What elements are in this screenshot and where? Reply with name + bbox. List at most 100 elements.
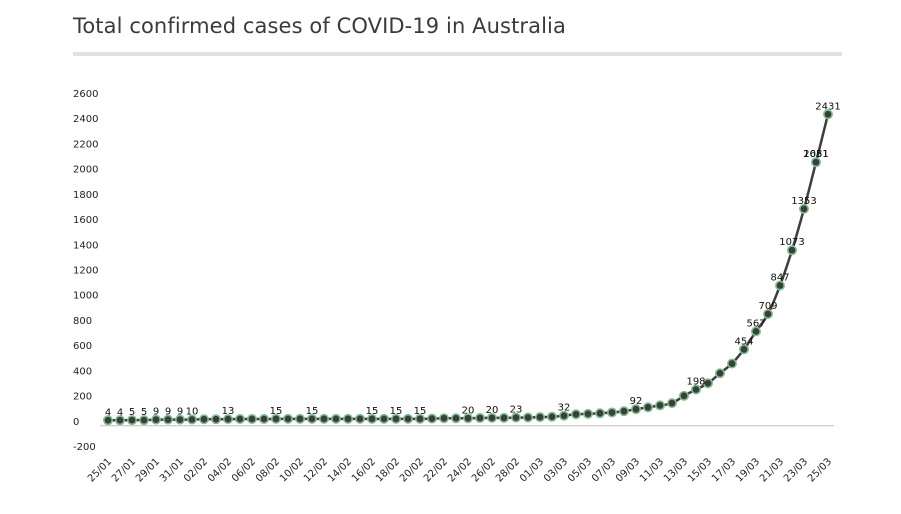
data-label: 9	[153, 407, 159, 418]
data-point	[151, 414, 162, 425]
data-label: 23	[510, 405, 523, 416]
data-point	[630, 404, 641, 415]
data-point	[115, 415, 126, 426]
y-tick-label: 600	[73, 341, 92, 352]
data-point	[714, 368, 725, 379]
y-tick-label: 1800	[73, 190, 98, 201]
data-point	[235, 414, 246, 425]
data-label: 15	[390, 406, 403, 417]
data-label: 2431	[815, 101, 840, 112]
data-label: 15	[306, 406, 319, 417]
data-point	[666, 398, 677, 409]
data-label: 847	[770, 273, 789, 284]
y-tick-label: 200	[73, 392, 92, 403]
data-point	[690, 384, 701, 395]
x-tick-label: 25/01	[86, 456, 114, 484]
x-tick-label: 24/02	[446, 456, 474, 484]
x-tick-label: 09/03	[614, 456, 642, 484]
data-point	[582, 408, 593, 419]
data-labels: 4 4 5 5 9 9 9 10 13 15 15 15 15 15 20 20 23 3292198454567…	[105, 101, 841, 418]
data-point	[282, 413, 293, 424]
data-point	[342, 413, 353, 424]
data-point	[606, 407, 617, 418]
data-point	[390, 413, 401, 424]
data-point	[618, 406, 629, 417]
x-tick-label: 06/02	[230, 456, 258, 484]
y-tick-label: 1200	[73, 266, 98, 277]
data-point	[223, 414, 234, 425]
data-point	[127, 415, 138, 426]
data-label: 5	[141, 407, 147, 418]
data-point	[378, 413, 389, 424]
data-point	[726, 358, 737, 369]
data-point	[258, 414, 269, 425]
data-point	[211, 414, 222, 425]
y-tick-label: 400	[73, 366, 92, 377]
x-tick-label: 28/02	[494, 456, 522, 484]
data-label: 9	[177, 407, 183, 418]
data-label: 1353	[791, 196, 816, 207]
x-tick-label: 17/03	[710, 456, 738, 484]
x-tick-label: 14/02	[326, 456, 354, 484]
data-point	[798, 203, 809, 214]
x-tick-label: 15/03	[686, 456, 714, 484]
x-tick-label: 04/02	[206, 456, 234, 484]
y-tick-label: -200	[73, 442, 96, 453]
data-label: 13	[222, 406, 235, 417]
data-label: 15	[270, 406, 283, 417]
y-tick-label: 1600	[73, 215, 98, 226]
data-label: 32	[558, 403, 571, 414]
data-point	[486, 412, 497, 423]
data-label: 92	[630, 396, 643, 407]
data-point	[498, 412, 509, 423]
x-tick-label: 26/02	[470, 456, 498, 484]
x-tick-label: 23/03	[782, 456, 810, 484]
data-label: 10	[186, 407, 199, 418]
x-tick-label: 29/01	[134, 456, 162, 484]
x-tick-label: 03/03	[542, 456, 570, 484]
series-markers	[103, 109, 833, 426]
data-label: 20	[462, 405, 475, 416]
data-label: 20	[486, 405, 499, 416]
x-tick-label: 08/02	[254, 456, 282, 484]
data-point	[318, 413, 329, 424]
x-tick-label: 16/02	[350, 456, 378, 484]
data-point	[187, 414, 198, 425]
data-label: 1073	[779, 237, 804, 248]
data-point	[366, 413, 377, 424]
data-point	[163, 414, 174, 425]
x-tick-label: 02/02	[182, 456, 210, 484]
data-label: 15	[366, 406, 379, 417]
data-point	[462, 413, 473, 424]
y-tick-label: 1000	[73, 291, 98, 302]
x-tick-label: 19/03	[734, 456, 762, 484]
x-tick-label: 13/03	[662, 456, 690, 484]
x-tick-label: 01/03	[518, 456, 546, 484]
data-point	[558, 410, 569, 421]
data-point	[270, 413, 281, 424]
x-tick-label: 11/03	[638, 456, 666, 484]
x-axis-ticks: 25/0127/0129/0131/0102/0204/0206/0208/02…	[86, 456, 834, 484]
y-tick-label: 2400	[73, 114, 98, 125]
data-point	[774, 280, 785, 291]
x-tick-label: 25/03	[806, 456, 834, 484]
data-point	[414, 413, 425, 424]
data-point	[654, 400, 665, 411]
data-point	[510, 412, 521, 423]
data-point	[522, 412, 533, 423]
data-point	[534, 412, 545, 423]
data-point	[810, 157, 821, 168]
data-point	[642, 402, 653, 413]
x-tick-label: 22/02	[422, 456, 450, 484]
data-label: 15	[414, 406, 427, 417]
data-label: 2051	[803, 149, 828, 160]
data-point	[450, 413, 461, 424]
x-tick-label: 10/02	[278, 456, 306, 484]
data-label: 709	[758, 301, 777, 312]
y-tick-label: 2600	[73, 89, 98, 100]
y-tick-label: 0	[73, 417, 79, 428]
x-tick-label: 21/03	[758, 456, 786, 484]
y-tick-label: 2200	[73, 139, 98, 150]
x-tick-label: 27/01	[110, 456, 138, 484]
